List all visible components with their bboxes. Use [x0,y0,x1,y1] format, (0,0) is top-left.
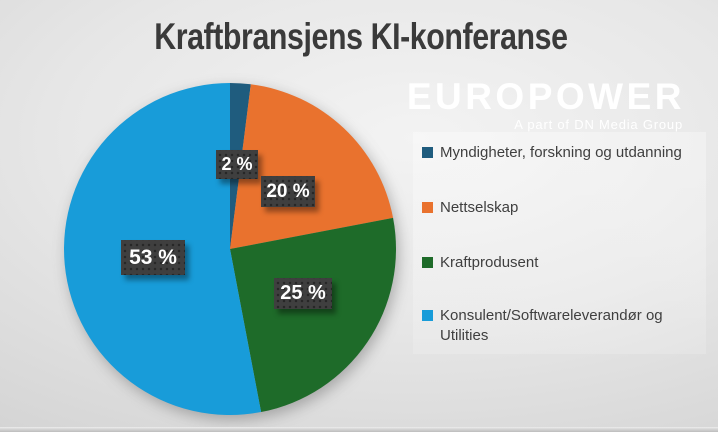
pie-label-konsulent: 53 % [121,240,185,275]
legend-panel [413,132,706,354]
europower-logo-text: EUROPOWER [406,76,685,117]
slide-bottom-edge [0,427,718,432]
legend-swatch-myndigheter [422,147,433,158]
pie-slice-nettselskap [230,84,394,249]
europower-logo: EUROPOWER A part of DN Media Group [406,76,685,133]
legend-swatch-nettselskap [422,202,433,213]
pie-label-konsulent-text: 53 % [129,245,177,269]
legend-swatch-kraftprodusent [422,257,433,268]
pie-label-nettselskap: 20 % [261,176,315,207]
europower-logo-subtitle: A part of DN Media Group [514,117,683,132]
pie-label-myndigheter: 2 % [216,150,258,179]
pie-label-myndigheter-text: 2 % [221,154,253,174]
legend-item-nettselskap: Nettselskap [422,198,700,218]
pie-label-kraftprodusent: 25 % [274,278,332,309]
pie-label-nettselskap-text: 20 % [266,180,310,202]
pie-label-kraftprodusent-text: 25 % [280,282,326,304]
legend-item-kraftprodusent: Kraftprodusent [422,253,700,273]
pie-slice-kraftprodusent [230,217,396,413]
chart-title-text: Kraftbransjens KI-konferanse [154,16,568,57]
legend-item-myndigheter: Myndigheter, forskning og utdanning [422,143,700,163]
legend-label-konsulent: Konsulent/Softwareleverandør og Utilitie… [440,307,663,344]
chart-title: Kraftbransjens KI-konferanse [0,16,718,58]
legend-label-kraftprodusent: Kraftprodusent [440,254,539,271]
legend-item-konsulent: Konsulent/Softwareleverandør og Utilitie… [422,306,700,346]
legend-label-myndigheter: Myndigheter, forskning og utdanning [440,144,682,161]
legend-label-nettselskap: Nettselskap [440,199,519,216]
pie-chart [64,83,396,415]
legend-swatch-konsulent [422,310,433,321]
